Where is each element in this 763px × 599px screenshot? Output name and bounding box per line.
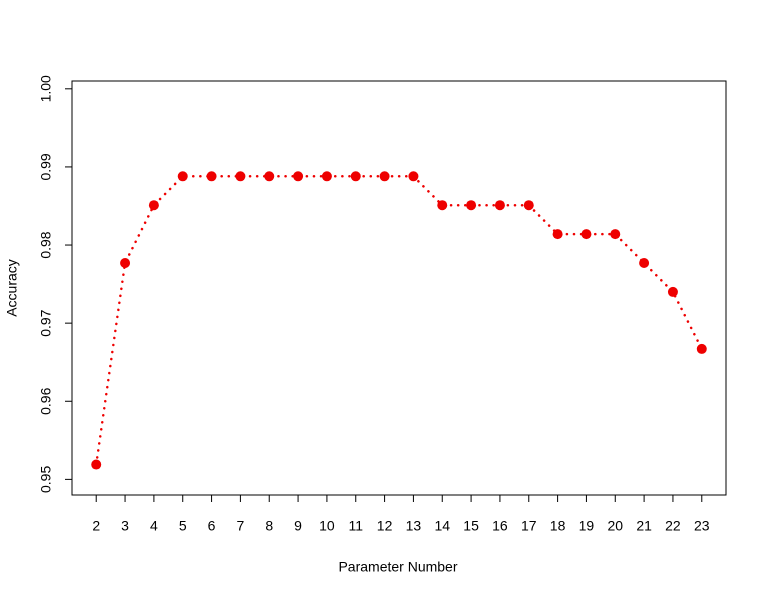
data-point	[177, 171, 188, 182]
y-axis-label: Accuracy	[4, 259, 20, 317]
data-point	[235, 171, 246, 182]
data-point	[206, 171, 217, 182]
data-point	[293, 171, 304, 182]
x-tick-label: 18	[550, 518, 566, 534]
data-point	[466, 200, 477, 211]
x-tick-label: 14	[434, 518, 450, 534]
x-tick-label: 13	[406, 518, 422, 534]
x-tick-label: 11	[348, 518, 363, 534]
data-point	[667, 286, 678, 297]
x-tick-label: 5	[179, 518, 187, 534]
data-point	[581, 229, 592, 240]
x-tick-label: 7	[237, 518, 245, 534]
data-point	[148, 200, 159, 211]
y-tick-label: 0.95	[38, 466, 54, 493]
series-line	[94, 175, 704, 466]
data-point	[264, 171, 275, 182]
x-tick-label: 23	[694, 518, 710, 534]
y-tick-label: 0.99	[38, 153, 54, 180]
x-tick-label: 6	[208, 518, 216, 534]
y-tick-label: 0.97	[38, 309, 54, 336]
data-point	[437, 200, 448, 211]
x-tick-label: 10	[319, 518, 335, 534]
data-point	[408, 171, 419, 182]
data-point	[321, 171, 332, 182]
x-tick-label: 9	[294, 518, 302, 534]
data-point	[523, 200, 534, 211]
y-tick-label: 0.96	[38, 387, 54, 414]
y-tick-label: 1.00	[38, 75, 54, 102]
x-tick-label: 15	[463, 518, 479, 534]
y-tick-label: 0.98	[38, 231, 54, 258]
x-axis-label: Parameter Number	[338, 559, 457, 575]
plot-frame	[71, 80, 727, 496]
x-tick-label: 12	[377, 518, 393, 534]
x-tick-label: 16	[492, 518, 508, 534]
x-tick-label: 4	[150, 518, 158, 534]
data-point	[494, 200, 505, 211]
data-point	[639, 258, 650, 269]
x-tick-label: 20	[607, 518, 623, 534]
x-tick-label: 19	[579, 518, 595, 534]
x-tick-label: 17	[521, 518, 537, 534]
data-point	[552, 229, 563, 240]
x-tick-label: 21	[636, 518, 652, 534]
data-point	[696, 343, 707, 354]
x-tick-label: 22	[665, 518, 681, 534]
data-point	[350, 171, 361, 182]
x-tick-label: 3	[121, 518, 129, 534]
data-point	[610, 229, 621, 240]
data-point	[91, 459, 102, 470]
data-point	[120, 258, 131, 269]
x-tick-label: 8	[265, 518, 273, 534]
x-tick-label: 2	[92, 518, 100, 534]
data-point	[379, 171, 390, 182]
